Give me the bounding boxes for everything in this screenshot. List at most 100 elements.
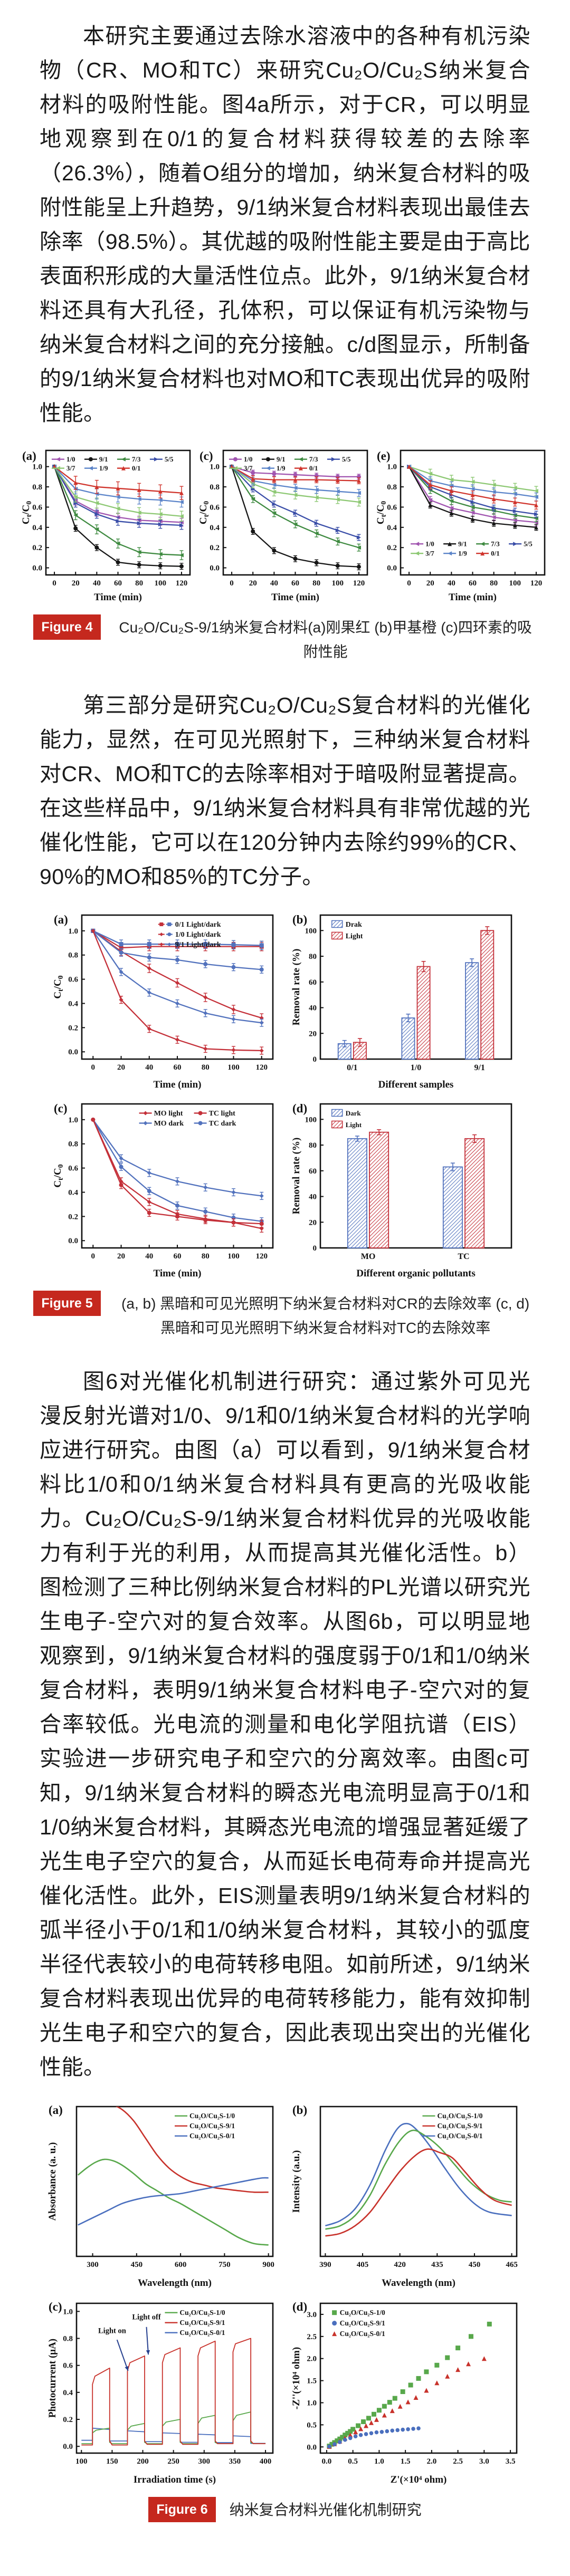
figure6-panel-a: 300 450 600 750 900 Wavelength (nm) Absorbance…	[47, 2100, 279, 2293]
svg-text:Cu₂O/Cu₂S-9/1: Cu₂O/Cu₂S-9/1	[437, 2122, 482, 2130]
svg-text:0.6: 0.6	[68, 1165, 78, 1173]
svg-text:Ct/C0: Ct/C0	[375, 501, 387, 524]
svg-text:Drak: Drak	[346, 921, 362, 929]
svg-text:0.0: 0.0	[322, 2457, 332, 2466]
fig6b-chart-svg: 390 405 420 435 450 465 Wavelength (nm) Intensi…	[291, 2103, 518, 2289]
figure5-charts: 0.0 0.2 0.4 0.6 0.8 1.0 0 20 40 60 80 100 120 Time (m…	[0, 910, 570, 1283]
svg-text:0.6: 0.6	[68, 976, 78, 984]
svg-text:0.4: 0.4	[210, 524, 220, 532]
figure6-panel-c: 0.0 0.2 0.4 0.6 0.8 1.0 100 150 200 250 300 350 400 I…	[47, 2297, 279, 2490]
svg-text:0.2: 0.2	[387, 544, 397, 552]
svg-text:20: 20	[117, 1252, 125, 1261]
svg-text:0.6: 0.6	[387, 503, 397, 512]
svg-text:Removal rate (%): Removal rate (%)	[291, 949, 302, 1026]
svg-text:1/0 Light/dark: 1/0 Light/dark	[175, 931, 221, 939]
svg-text:1.0: 1.0	[68, 927, 78, 936]
svg-text:40: 40	[93, 579, 101, 588]
svg-text:100: 100	[305, 1116, 317, 1124]
svg-text:900: 900	[262, 2261, 274, 2269]
svg-text:7/3: 7/3	[309, 455, 318, 463]
svg-text:120: 120	[255, 1252, 268, 1261]
svg-text:80: 80	[202, 1252, 210, 1261]
svg-text:100: 100	[75, 2457, 88, 2466]
svg-text:1.0: 1.0	[374, 2457, 384, 2466]
svg-text:20: 20	[426, 579, 434, 588]
svg-text:100: 100	[305, 927, 317, 935]
fig5c-chart-svg: 0.0 0.2 0.4 0.6 0.8 1.0 0 20 40 60 80 100 120 Time (m…	[52, 1102, 274, 1279]
svg-text:40: 40	[145, 1252, 153, 1261]
svg-text:1/9: 1/9	[99, 464, 108, 472]
svg-text:1.0: 1.0	[307, 2399, 317, 2407]
figure4-panel-c: 0.0 0.2 0.4 0.6 0.8 1.0 0 20 40 60 80 100 120 Time (m…	[198, 446, 372, 607]
svg-text:0.0: 0.0	[68, 1048, 78, 1056]
svg-text:TC dark: TC dark	[209, 1120, 236, 1128]
svg-text:120: 120	[255, 1063, 268, 1072]
svg-text:1/0: 1/0	[411, 1063, 421, 1072]
svg-text:200: 200	[137, 2457, 149, 2466]
svg-text:Irradiation time (s): Irradiation time (s)	[134, 2474, 216, 2485]
svg-text:0.8: 0.8	[32, 483, 42, 492]
svg-text:350: 350	[229, 2457, 241, 2466]
svg-text:Ct/C0: Ct/C0	[52, 1164, 64, 1187]
svg-text:Light: Light	[346, 933, 363, 940]
svg-text:0: 0	[91, 1063, 96, 1072]
svg-text:80: 80	[135, 579, 143, 588]
svg-text:600: 600	[175, 2261, 187, 2269]
svg-text:(b): (b)	[292, 2103, 307, 2117]
svg-text:100: 100	[227, 1252, 240, 1261]
svg-text:100: 100	[155, 579, 167, 588]
svg-text:TC: TC	[458, 1252, 469, 1261]
svg-text:-Z''(×10⁴ ohm): -Z''(×10⁴ ohm)	[291, 2347, 302, 2409]
svg-text:1.0: 1.0	[210, 463, 220, 472]
svg-text:0.5: 0.5	[307, 2421, 317, 2429]
svg-text:40: 40	[270, 579, 278, 588]
figure5-badge: Figure 5	[33, 1291, 101, 1316]
paragraph-2: 第三部分是研究Cu₂O/Cu₂S复合材料的光催化能力，显然，在可见光照射下，三种…	[40, 693, 530, 889]
svg-text:300: 300	[198, 2457, 211, 2466]
svg-text:1.0: 1.0	[63, 2308, 73, 2316]
svg-text:60: 60	[309, 1167, 317, 1176]
figure5-panel-a: 0.0 0.2 0.4 0.6 0.8 1.0 0 20 40 60 80 100 120 Time (m…	[52, 910, 279, 1094]
svg-text:120: 120	[530, 579, 543, 588]
svg-text:1/0: 1/0	[244, 455, 253, 463]
svg-text:60: 60	[114, 579, 122, 588]
svg-text:390: 390	[319, 2261, 331, 2269]
svg-text:0.4: 0.4	[68, 999, 78, 1008]
fig5a-chart-svg: 0.0 0.2 0.4 0.6 0.8 1.0 0 20 40 60 80 100 120 Time (m…	[52, 913, 274, 1090]
svg-text:80: 80	[309, 1141, 317, 1150]
svg-text:80: 80	[309, 953, 317, 961]
svg-text:400: 400	[260, 2457, 272, 2466]
svg-text:2.5: 2.5	[453, 2457, 463, 2466]
svg-text:Cu₂O/Cu₂S-0/1: Cu₂O/Cu₂S-0/1	[189, 2132, 235, 2140]
svg-text:Different samples: Different samples	[378, 1079, 454, 1090]
fig6c-chart-svg: 0.0 0.2 0.4 0.6 0.8 1.0 100 150 200 250 300 350 400 I…	[47, 2300, 274, 2485]
figure5-panel-b: 0 20 40 60 80 100 0/1 1/0 9/1 Different samples Re…	[291, 910, 518, 1094]
svg-text:0/1: 0/1	[491, 550, 500, 558]
svg-text:1.5: 1.5	[401, 2457, 411, 2466]
svg-text:465: 465	[506, 2261, 518, 2269]
svg-text:Cu₂O/Cu₂S-1/0: Cu₂O/Cu₂S-1/0	[189, 2112, 235, 2120]
svg-text:9/1: 9/1	[474, 1063, 484, 1072]
svg-text:450: 450	[131, 2261, 143, 2269]
svg-text:0.2: 0.2	[63, 2416, 73, 2424]
svg-text:Intensity (a.u.): Intensity (a.u.)	[291, 2150, 302, 2213]
fig6a-chart-svg: 300 450 600 750 900 Wavelength (nm) Absorbance…	[47, 2103, 274, 2289]
paragraph-3: 图6对光催化机制进行研究：通过紫外可见光漫反射光谱对1/0、9/1和0/1纳米复…	[40, 1369, 530, 2079]
svg-text:420: 420	[394, 2261, 406, 2269]
svg-text:2.5: 2.5	[307, 2333, 317, 2341]
svg-text:9/1: 9/1	[277, 455, 286, 463]
svg-text:Different organic pollutants: Different organic pollutants	[356, 1268, 476, 1279]
svg-text:0.2: 0.2	[68, 1213, 78, 1221]
fig6d-chart-svg: 0.0 0.5 1.0 1.5 2.0 2.5 3.0 0.0 0.5 1.0 1.5 2.0 2.5 3…	[291, 2300, 518, 2485]
svg-text:Absorbance (a. u.): Absorbance (a. u.)	[47, 2142, 58, 2221]
svg-text:Cu₂O/Cu₂S-1/0: Cu₂O/Cu₂S-1/0	[179, 2309, 225, 2317]
svg-text:Ct/C0: Ct/C0	[21, 501, 33, 524]
svg-text:0.0: 0.0	[68, 1237, 78, 1245]
fig5d-chart-svg: 0 20 40 60 80 100 MO TC Different organic pollut…	[291, 1102, 512, 1279]
svg-text:Light on: Light on	[98, 2327, 126, 2335]
svg-text:300: 300	[87, 2261, 99, 2269]
svg-text:9/1 Light/dark: 9/1 Light/dark	[175, 941, 221, 949]
svg-text:0.6: 0.6	[63, 2362, 73, 2370]
svg-text:0/1 Light/dark: 0/1 Light/dark	[175, 921, 221, 929]
